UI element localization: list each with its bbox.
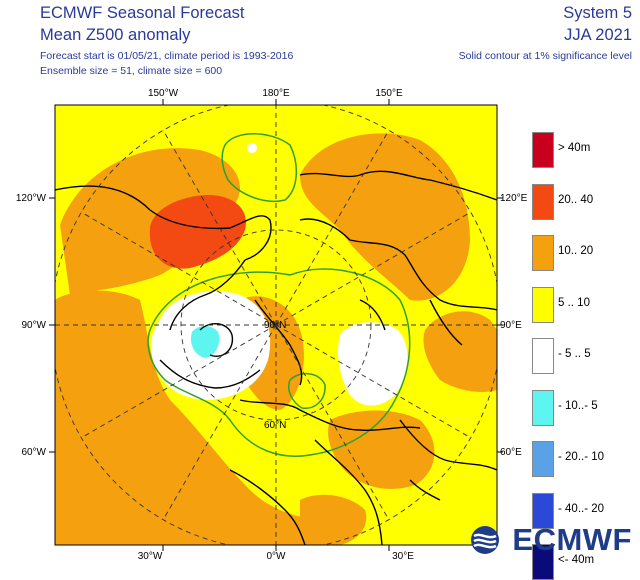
field-near-zero-east bbox=[338, 322, 408, 406]
field-10-20-northeast bbox=[300, 133, 470, 301]
legend-item: - 40..- 20 bbox=[532, 492, 632, 529]
field-10-20-north bbox=[60, 148, 240, 295]
legend-label: - 5 .. 5 bbox=[558, 348, 591, 360]
title: ECMWF Seasonal Forecast bbox=[40, 4, 245, 22]
forecast-info: Forecast start is 01/05/21, climate peri… bbox=[40, 50, 294, 62]
legend-item: - 20..- 10 bbox=[532, 441, 632, 477]
field-10-20-west bbox=[55, 290, 340, 545]
legend-label: > 40m bbox=[558, 142, 591, 154]
legend-swatch bbox=[532, 132, 554, 168]
legend-item: > 40m bbox=[532, 132, 632, 168]
label-30e: 30°E bbox=[392, 551, 414, 562]
legend-label: - 10..- 5 bbox=[558, 399, 598, 412]
ecmwf-logo: ECMWF bbox=[470, 522, 632, 558]
frame-ticks bbox=[49, 99, 503, 551]
label-150w: 150°W bbox=[148, 88, 179, 99]
label-60n: 60°N bbox=[264, 420, 286, 431]
ecmwf-logo-icon bbox=[471, 526, 500, 554]
legend-label: 10.. 20 bbox=[558, 245, 594, 257]
legend-label: 20.. 40 bbox=[558, 193, 594, 206]
label-90w: 90°W bbox=[21, 320, 46, 331]
subtitle: Mean Z500 anomaly bbox=[40, 26, 191, 44]
coastlines bbox=[55, 170, 497, 545]
legend-label: - 40..- 20 bbox=[558, 502, 605, 515]
legend-swatch bbox=[532, 441, 554, 477]
legend-swatch bbox=[532, 492, 554, 529]
legend-label: - 20..- 10 bbox=[558, 451, 605, 463]
legend-item: 5 .. 10 bbox=[532, 286, 632, 323]
season-label: JJA 2021 bbox=[564, 26, 632, 44]
label-150e: 150°E bbox=[375, 88, 403, 99]
legend-label: 5 .. 10 bbox=[558, 296, 590, 309]
label-180: 180°E bbox=[262, 88, 290, 99]
label-90n: 90°N bbox=[264, 320, 286, 331]
graticule bbox=[55, 105, 497, 545]
label-60e: 60°E bbox=[500, 447, 522, 458]
label-90e: 90°E bbox=[500, 320, 522, 331]
legend-swatch bbox=[532, 338, 554, 374]
legend-swatch bbox=[532, 235, 554, 271]
ensemble-info: Ensemble size = 51, climate size = 600 bbox=[40, 65, 223, 77]
field-20-40 bbox=[149, 195, 246, 269]
legend-item: - 10..- 5 bbox=[532, 389, 632, 426]
field-10-20-east bbox=[423, 311, 497, 392]
system-label: System 5 bbox=[563, 4, 632, 22]
field-negative-small bbox=[190, 326, 220, 358]
legend-swatch bbox=[532, 286, 554, 323]
legend-item: 20.. 40 bbox=[532, 183, 632, 220]
label-120w: 120°W bbox=[16, 193, 47, 204]
ecmwf-logo-text: ECMWF bbox=[512, 522, 632, 557]
label-60w: 60°W bbox=[21, 447, 46, 458]
field-10-20-southeast bbox=[300, 494, 367, 545]
anomaly-map: 150°W 180°E 150°E 120°W 90°W 60°W 120°E … bbox=[16, 88, 528, 562]
label-0: 0°W bbox=[267, 551, 287, 562]
label-30w: 30°W bbox=[138, 551, 163, 562]
legend-item: - 5 .. 5 bbox=[532, 338, 632, 374]
significance-contours bbox=[147, 133, 411, 457]
contour-note: Solid contour at 1% significance level bbox=[458, 50, 632, 62]
label-120e: 120°E bbox=[500, 193, 528, 204]
legend-swatch bbox=[532, 389, 554, 426]
legend-swatch bbox=[532, 183, 554, 220]
field-near-zero-small bbox=[247, 143, 257, 153]
legend-item: 10.. 20 bbox=[532, 235, 632, 271]
